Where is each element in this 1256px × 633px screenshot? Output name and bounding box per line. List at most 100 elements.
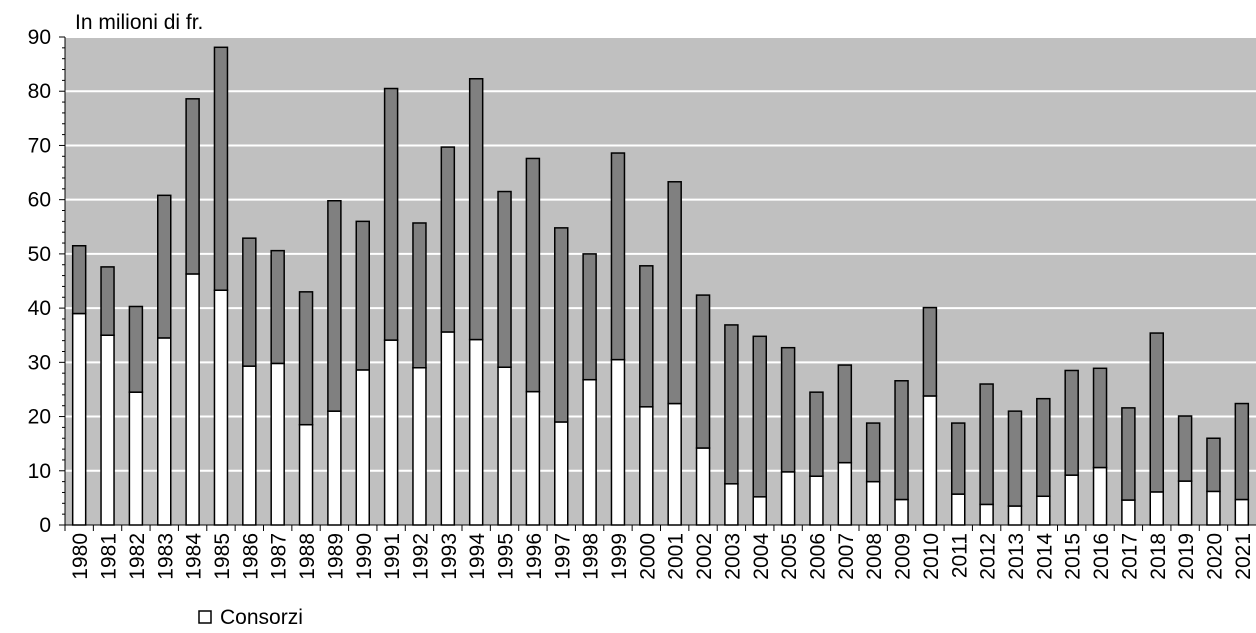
bar-segment-consorzi xyxy=(837,461,853,526)
bars xyxy=(71,46,1250,526)
y-tick-label: 30 xyxy=(28,351,51,374)
bar-segment-other xyxy=(1206,437,1221,493)
y-tick-label: 70 xyxy=(28,134,51,157)
bar-segment-other xyxy=(412,222,427,369)
bar-segment-consorzi xyxy=(1234,498,1250,526)
bar-segment-consorzi xyxy=(355,369,370,526)
bar-segment-consorzi xyxy=(270,362,285,526)
bar-segment-consorzi xyxy=(695,447,711,526)
x-tick-label: 1989 xyxy=(324,533,347,580)
bar-segment-consorzi xyxy=(724,483,739,526)
y-axis-ticks: 0 10 20 30 40 50 60 70 80 90 xyxy=(28,26,65,537)
bar-segment-other xyxy=(582,253,597,381)
bar-segment-other xyxy=(554,227,569,423)
y-tick-label: 80 xyxy=(28,80,51,103)
x-tick-label: 1987 xyxy=(268,533,291,580)
x-tick-label: 1997 xyxy=(551,533,574,580)
y-tick-label: 90 xyxy=(28,26,51,49)
x-tick-label: 1986 xyxy=(239,533,262,580)
bar-segment-consorzi xyxy=(1036,495,1051,526)
bar-segment-other xyxy=(327,200,342,412)
x-tick-label: 2014 xyxy=(1033,533,1056,580)
x-tick-label: 1993 xyxy=(438,533,461,580)
legend-label-consorzi: Consorzi xyxy=(220,606,303,629)
y-tick-label: 0 xyxy=(39,514,51,537)
bar-segment-consorzi xyxy=(922,395,938,526)
bar-segment-consorzi xyxy=(327,410,342,526)
x-tick-label: 1991 xyxy=(381,533,404,580)
y-tick-label: 60 xyxy=(28,189,51,212)
bar-segment-other xyxy=(1036,397,1051,498)
bar-segment-consorzi xyxy=(383,339,399,526)
bar-segment-consorzi xyxy=(1007,505,1023,526)
x-tick-label: 2010 xyxy=(920,533,943,580)
x-tick-label: 1984 xyxy=(183,533,206,580)
x-tick-label: 2015 xyxy=(1062,533,1085,580)
x-tick-label: 1994 xyxy=(466,533,489,580)
bar-segment-other xyxy=(1177,415,1193,482)
plot-area xyxy=(65,37,1256,525)
bar-segment-consorzi xyxy=(752,496,767,526)
y-tick-label: 20 xyxy=(28,406,51,429)
bar-segment-consorzi xyxy=(525,390,541,526)
x-tick-label: 2005 xyxy=(778,533,801,580)
bar-segment-consorzi xyxy=(865,480,881,526)
x-tick-label: 1980 xyxy=(69,533,92,580)
bar-segment-consorzi xyxy=(554,421,569,526)
x-tick-label: 1996 xyxy=(523,533,546,580)
bar-segment-other xyxy=(213,46,229,291)
x-tick-label: 2020 xyxy=(1203,533,1226,580)
bar-segment-consorzi xyxy=(497,366,512,526)
bar-segment-other xyxy=(298,291,314,426)
bar-segment-consorzi xyxy=(979,503,994,526)
bar-segment-consorzi xyxy=(468,338,484,526)
bar-segment-other xyxy=(1149,332,1164,493)
bar-segment-other xyxy=(355,220,370,371)
bar-segment-other xyxy=(185,98,200,275)
bar-segment-consorzi xyxy=(639,406,654,526)
x-tick-label: 2002 xyxy=(693,533,716,580)
bar-segment-consorzi xyxy=(894,498,909,526)
bar-segment-consorzi xyxy=(440,331,456,526)
bar-segment-consorzi xyxy=(412,367,427,526)
x-tick-label: 2021 xyxy=(1232,533,1255,580)
x-tick-label: 2009 xyxy=(892,533,915,580)
bar-segment-other xyxy=(951,422,966,495)
bar-segment-consorzi xyxy=(185,273,200,526)
bar-segment-consorzi xyxy=(1177,480,1193,526)
bar-segment-consorzi xyxy=(582,378,597,526)
y-tick-label: 40 xyxy=(28,297,51,320)
x-tick-label: 2000 xyxy=(636,533,659,580)
x-tick-label: 1982 xyxy=(126,533,149,580)
bar-segment-other xyxy=(100,266,115,336)
bar-segment-other xyxy=(894,380,909,501)
x-tick-label: 1995 xyxy=(495,533,518,580)
x-tick-label: 2016 xyxy=(1090,533,1113,580)
y-tick-label: 10 xyxy=(28,460,51,483)
x-tick-label: 2012 xyxy=(977,533,1000,580)
bar-segment-consorzi xyxy=(951,493,966,526)
x-tick-label: 2007 xyxy=(835,533,858,580)
bar-segment-consorzi xyxy=(1149,491,1164,526)
bar-segment-other xyxy=(128,305,144,393)
bar-segment-other xyxy=(667,181,682,405)
bar-segment-other xyxy=(809,391,824,477)
bar-segment-consorzi xyxy=(71,312,87,526)
bar-segment-consorzi xyxy=(1121,499,1136,526)
bar-segment-other xyxy=(1007,410,1023,507)
bar-segment-other xyxy=(157,194,172,339)
bar-segment-other xyxy=(383,87,399,341)
bar-segment-consorzi xyxy=(1064,474,1079,526)
bar-segment-other xyxy=(837,364,853,464)
x-tick-label: 1985 xyxy=(211,533,234,580)
gridlines xyxy=(65,36,1256,472)
bar-segment-consorzi xyxy=(242,365,257,526)
x-tick-label: 2017 xyxy=(1118,533,1141,580)
bar-segment-other xyxy=(1092,367,1108,469)
bar-segment-other xyxy=(1064,369,1079,476)
x-tick-label: 2004 xyxy=(750,533,773,580)
x-axis-ticks: 1980 1981 1982 1983 1984 1985 1986 1987 1988 1989… xyxy=(64,525,1255,580)
x-tick-label: 2008 xyxy=(863,533,886,580)
bar-segment-consorzi xyxy=(780,471,796,526)
